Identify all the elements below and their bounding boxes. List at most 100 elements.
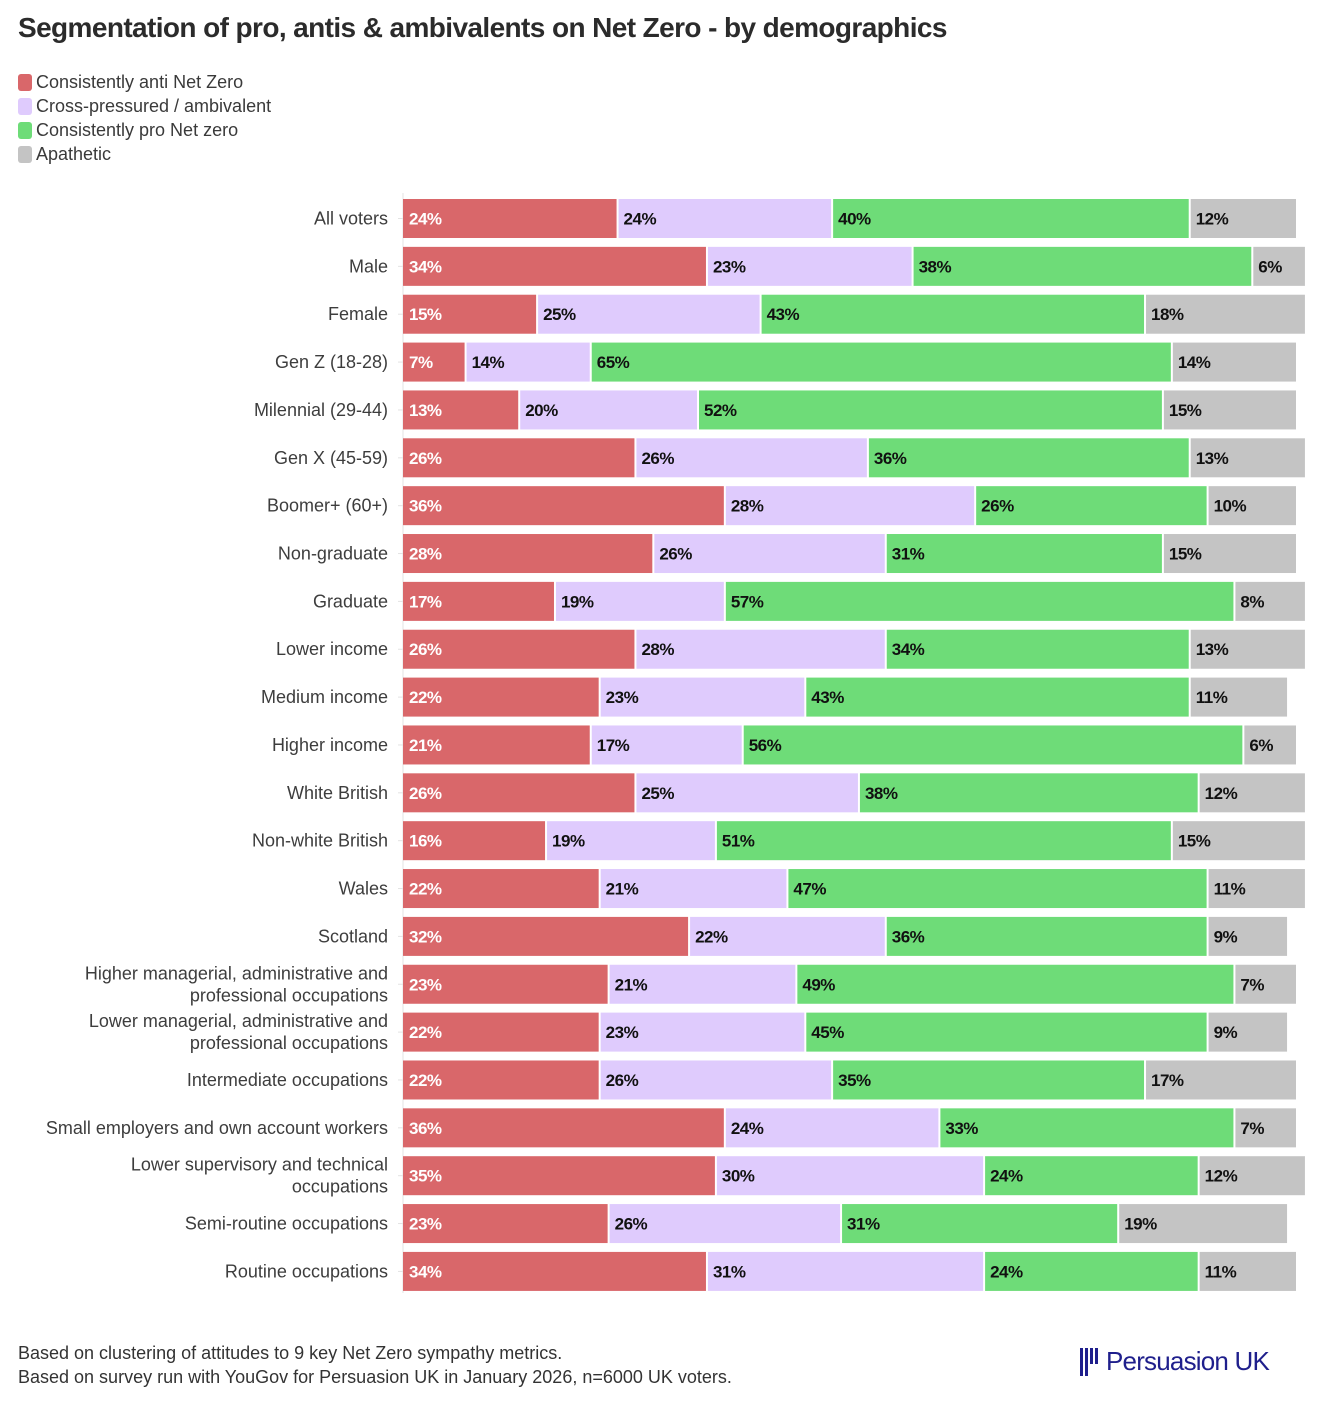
data-label: 23% (606, 1023, 639, 1042)
footer-note-source: Based on survey run with YouGov for Pers… (18, 1367, 732, 1387)
bar-segment-anti (403, 581, 554, 621)
data-label: 49% (802, 975, 835, 994)
bar-segment-apathetic (1190, 199, 1296, 238)
bar-segment-anti (403, 1156, 715, 1196)
bar-segment-apathetic (1146, 294, 1305, 334)
data-label: 16% (409, 832, 442, 851)
bar-segment-pro (833, 199, 1189, 238)
bar-segment-anti (403, 390, 519, 430)
data-label: 56% (749, 736, 782, 755)
category-label: Gen Z (18-28) (275, 352, 388, 372)
category-label: Wales (339, 879, 388, 899)
data-label: 15% (1169, 545, 1202, 564)
bar-segment-anti (403, 1204, 608, 1244)
bar-row: Non-white British 16% 19% 51% 15% (252, 821, 1305, 861)
data-label: 15% (409, 305, 442, 324)
category-label: Non-graduate (278, 544, 388, 564)
bar-row: Higher income 21% 17% 56% 6% (272, 725, 1296, 765)
data-label: 40% (838, 210, 871, 229)
category-label: Lower income (276, 639, 388, 659)
data-label: 28% (641, 640, 674, 659)
bar-segment-anti (403, 821, 546, 861)
bar-segment-pro (833, 1060, 1145, 1100)
bar-segment-ambivalent (609, 964, 796, 1004)
bar-row: Non-graduate 28% 26% 31% 15% (278, 534, 1296, 574)
bar-segment-ambivalent (600, 1060, 832, 1100)
bar-segment-pro (886, 534, 1162, 574)
bar-row: Medium income 22% 23% 43% 11% (261, 677, 1288, 717)
data-label: 15% (1178, 832, 1211, 851)
bar-segment-pro (806, 1012, 1207, 1052)
bar-segment-anti (403, 773, 635, 813)
bar-segment-ambivalent (707, 246, 912, 286)
bar-segment-anti (403, 1251, 706, 1291)
bar-row: Scotland 32% 22% 36% 9% (318, 916, 1288, 956)
legend-swatch-apathetic (18, 145, 32, 163)
data-label: 23% (713, 257, 746, 276)
bar-segment-pro (591, 342, 1171, 382)
data-label: 65% (597, 353, 630, 372)
bar-segment-apathetic (1190, 629, 1305, 669)
bar-segment-apathetic (1163, 390, 1296, 430)
data-label: 18% (1151, 305, 1184, 324)
data-label: 24% (624, 210, 657, 229)
category-label: Semi-routine occupations (185, 1214, 388, 1234)
bar-segment-apathetic (1208, 1012, 1288, 1052)
bar-segment-pro (842, 1204, 1118, 1244)
bar-row: Boomer+ (60+) 36% 28% 26% 10% (267, 486, 1296, 526)
bar-segment-pro (761, 294, 1145, 334)
bar-row: All voters 24% 24% 40% 12% (314, 199, 1296, 238)
data-label: 11% (1196, 688, 1228, 707)
data-label: 38% (919, 257, 952, 276)
bar-segment-anti (403, 294, 537, 334)
bar-segment-anti (403, 1012, 599, 1052)
data-label: 14% (1178, 353, 1211, 372)
data-label: 35% (409, 1167, 442, 1186)
bar-segment-ambivalent (725, 486, 975, 526)
bar-segment-pro (806, 677, 1189, 717)
data-label: 21% (615, 975, 648, 994)
bar-row: Intermediate occupations 22% 26% 35% 17% (187, 1060, 1296, 1100)
bar-segment-anti (403, 438, 635, 478)
bar-row: Gen Z (18-28) 7% 14% 65% 14% (275, 342, 1296, 382)
data-label: 47% (793, 880, 826, 899)
bar-segment-ambivalent (466, 342, 590, 382)
bar-segment-ambivalent (707, 1251, 984, 1291)
bar-row: Small employers and own account workers 3… (46, 1108, 1296, 1148)
data-label: 9% (1214, 1023, 1238, 1042)
data-label: 26% (615, 1215, 648, 1234)
category-label: White British (287, 783, 388, 803)
data-label: 13% (1196, 449, 1229, 468)
bar-segment-pro (797, 964, 1234, 1004)
category-label: Medium income (261, 687, 388, 707)
bar-row: Milennial (29-44) 13% 20% 52% 15% (254, 390, 1296, 430)
data-label: 52% (704, 401, 737, 420)
bars-logo-icon (1080, 1347, 1100, 1376)
data-label: 23% (606, 688, 639, 707)
legend-swatch-anti (18, 73, 32, 91)
bar-segment-apathetic (1208, 869, 1305, 909)
bar-segment-apathetic (1253, 246, 1305, 286)
data-label: 28% (409, 545, 442, 564)
legend-label-anti: Consistently anti Net Zero (36, 71, 244, 92)
data-label: 6% (1258, 257, 1282, 276)
data-label: 19% (561, 592, 594, 611)
data-label: 33% (945, 1119, 978, 1138)
bar-row: White British 26% 25% 38% 12% (287, 773, 1305, 813)
bar-segment-ambivalent (690, 916, 885, 956)
bar-row: Routine occupations 34% 31% 24% 11% (225, 1251, 1296, 1291)
data-label: 26% (641, 449, 674, 468)
data-label: 32% (409, 927, 442, 946)
data-label: 25% (641, 784, 674, 803)
legend: Consistently anti Net Zero Cross-pressur… (18, 70, 271, 166)
bar-row: Higher managerial, administrative and pro… (85, 963, 1296, 1005)
data-label: 19% (1124, 1215, 1157, 1234)
bar-segment-anti (403, 916, 689, 956)
data-label: 23% (409, 1215, 442, 1234)
footer-note-methodology: Based on clustering of attitudes to 9 ke… (18, 1343, 563, 1363)
data-label: 23% (409, 975, 442, 994)
bar-segment-pro (913, 246, 1252, 286)
category-label: Scotland (318, 926, 388, 946)
data-label: 24% (409, 210, 442, 229)
bar-segment-anti (403, 534, 653, 574)
